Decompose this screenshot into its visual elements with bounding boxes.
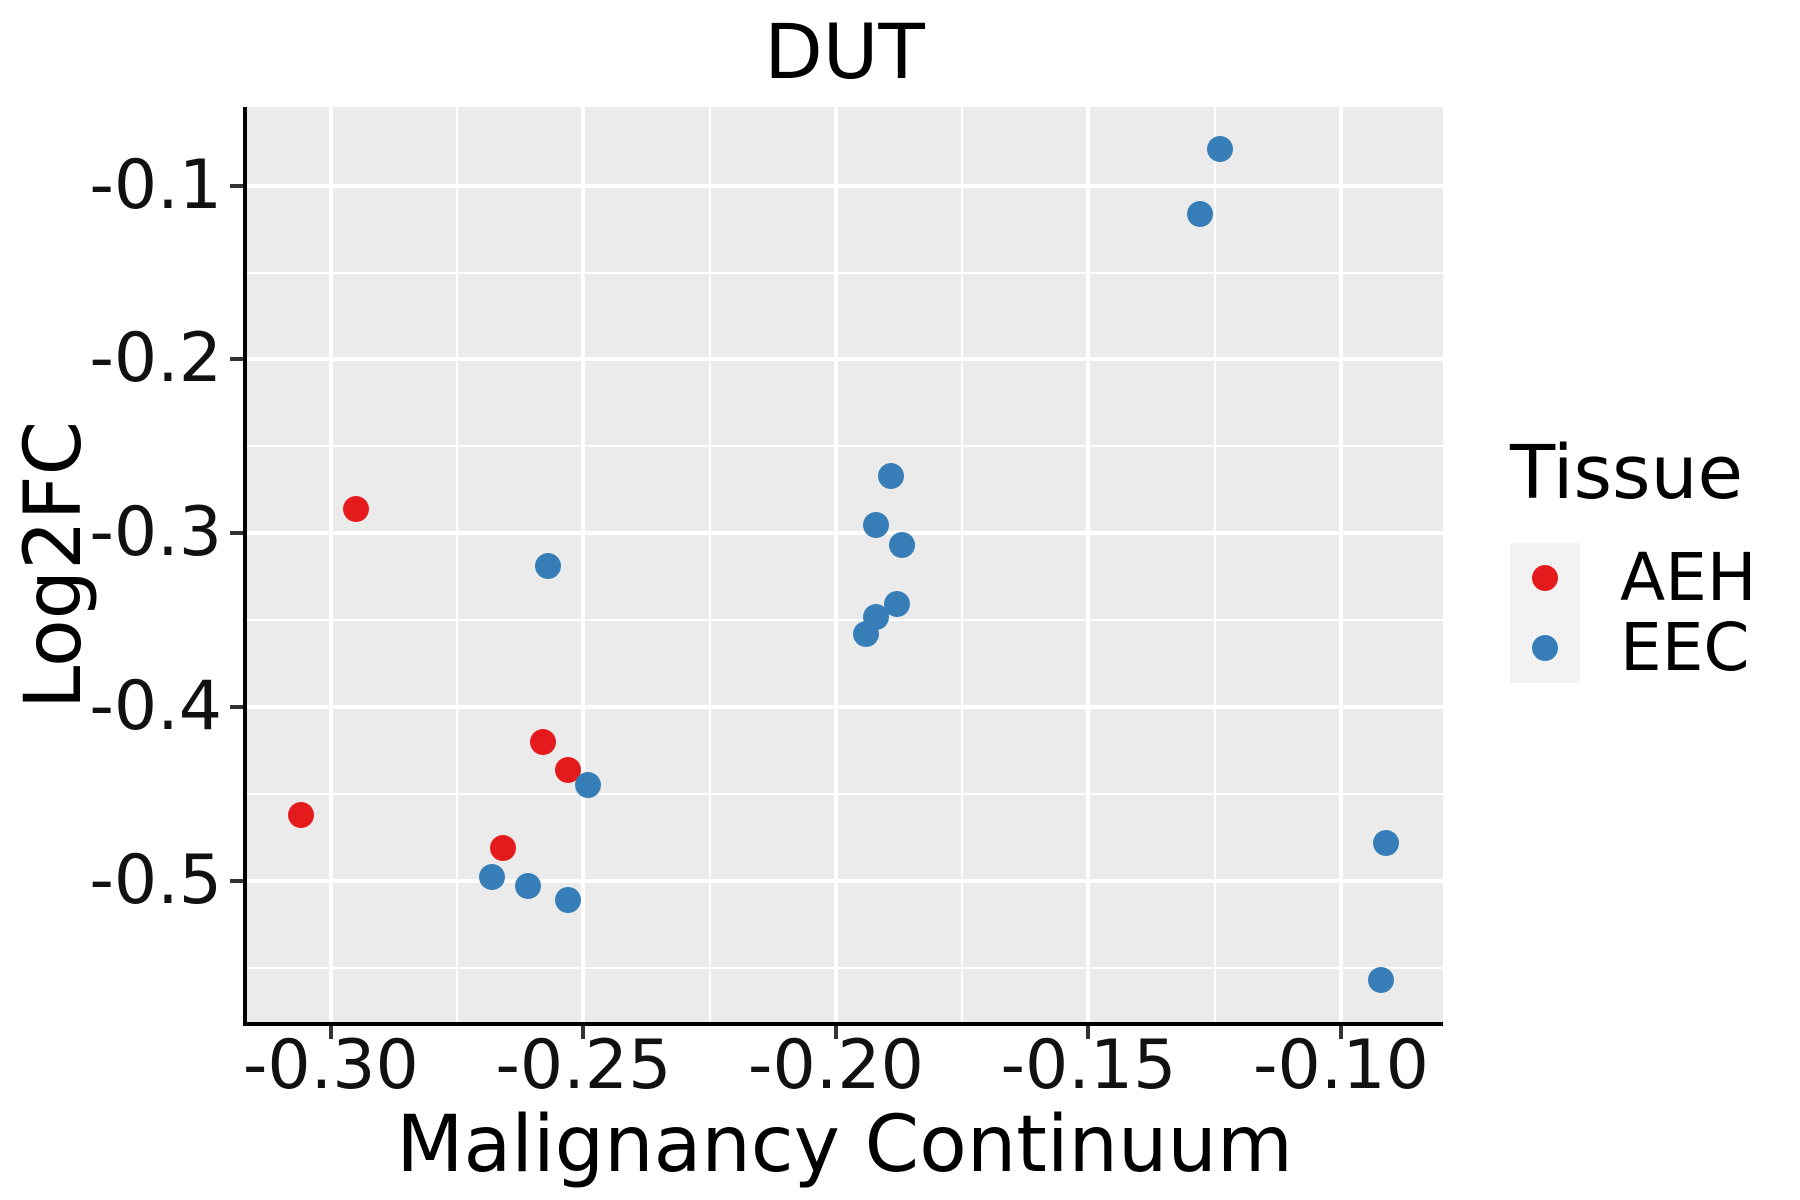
legend: Tissue AEH EEC bbox=[1510, 436, 1756, 683]
data-point-eec bbox=[514, 872, 541, 899]
x-gridline-major bbox=[1086, 107, 1091, 1022]
x-gridline-major bbox=[581, 107, 586, 1022]
y-tick-label: -0.1 bbox=[89, 145, 222, 225]
x-tick-mark bbox=[328, 1026, 333, 1039]
x-tick-label: -0.30 bbox=[242, 1026, 419, 1105]
data-point-aeh bbox=[529, 728, 556, 755]
y-tick-label: -0.5 bbox=[89, 840, 222, 920]
legend-label-eec: EEC bbox=[1620, 609, 1750, 686]
legend-swatch-eec bbox=[1532, 635, 1558, 661]
data-point-eec bbox=[555, 886, 582, 913]
x-gridline-major bbox=[833, 107, 838, 1022]
x-tick-label: -0.20 bbox=[747, 1026, 924, 1105]
y-tick-mark bbox=[230, 183, 243, 188]
legend-row-aeh: AEH bbox=[1510, 543, 1756, 613]
data-point-eec bbox=[1186, 200, 1213, 227]
data-point-eec bbox=[1206, 136, 1233, 163]
legend-items: AEH EEC bbox=[1510, 543, 1756, 683]
y-tick-label: -0.2 bbox=[89, 319, 222, 399]
y-gridline-minor bbox=[246, 271, 1443, 274]
legend-row-eec: EEC bbox=[1510, 613, 1756, 683]
legend-title: Tissue bbox=[1510, 430, 1744, 516]
y-gridline-major bbox=[246, 183, 1443, 188]
y-axis-line bbox=[243, 107, 247, 1026]
y-tick-label: -0.4 bbox=[89, 666, 222, 746]
y-gridline-minor bbox=[246, 619, 1443, 622]
x-tick-label: -0.10 bbox=[1252, 1026, 1429, 1105]
y-tick-mark bbox=[230, 704, 243, 709]
data-point-aeh bbox=[343, 495, 370, 522]
x-tick-mark bbox=[581, 1026, 586, 1039]
data-point-eec bbox=[853, 621, 880, 647]
data-point-eec bbox=[1368, 966, 1395, 993]
plot-panel bbox=[246, 107, 1443, 1022]
data-point-eec bbox=[535, 553, 562, 580]
y-gridline-minor bbox=[246, 445, 1443, 448]
x-tick-label: -0.15 bbox=[1000, 1026, 1177, 1105]
x-tick-mark bbox=[833, 1026, 838, 1039]
data-point-aeh bbox=[287, 801, 314, 828]
x-gridline-minor bbox=[1213, 107, 1216, 1022]
x-gridline-minor bbox=[708, 107, 711, 1022]
y-gridline-major bbox=[246, 357, 1443, 362]
data-point-eec bbox=[479, 864, 506, 891]
data-point-eec bbox=[888, 532, 915, 559]
y-gridline-minor bbox=[246, 966, 1443, 969]
y-gridline-major bbox=[246, 878, 1443, 883]
x-gridline-minor bbox=[456, 107, 459, 1022]
y-tick-mark bbox=[230, 357, 243, 362]
legend-swatch-aeh bbox=[1532, 565, 1558, 591]
y-tick-mark bbox=[230, 878, 243, 883]
y-axis-title: Log2FC bbox=[9, 420, 99, 710]
y-gridline-major bbox=[246, 704, 1443, 709]
y-gridline-major bbox=[246, 531, 1443, 536]
x-gridline-major bbox=[328, 107, 333, 1022]
x-gridline-major bbox=[1338, 107, 1343, 1022]
data-point-eec bbox=[863, 511, 890, 538]
x-axis-line bbox=[243, 1022, 1443, 1026]
y-tick-label: -0.3 bbox=[89, 493, 222, 573]
plot-title: DUT bbox=[764, 7, 925, 96]
y-gridline-minor bbox=[246, 792, 1443, 795]
data-point-eec bbox=[1373, 829, 1400, 856]
data-point-eec bbox=[878, 462, 905, 489]
x-axis-title: Malignancy Continuum bbox=[396, 1100, 1293, 1190]
legend-key-aeh bbox=[1510, 543, 1580, 613]
legend-label-aeh: AEH bbox=[1620, 539, 1757, 616]
x-tick-label: -0.25 bbox=[495, 1026, 672, 1105]
x-gridline-minor bbox=[961, 107, 964, 1022]
legend-key-eec bbox=[1510, 613, 1580, 683]
data-point-eec bbox=[575, 772, 602, 799]
x-tick-mark bbox=[1086, 1026, 1091, 1039]
x-tick-mark bbox=[1338, 1026, 1343, 1039]
y-tick-mark bbox=[230, 531, 243, 536]
data-point-aeh bbox=[489, 834, 516, 861]
